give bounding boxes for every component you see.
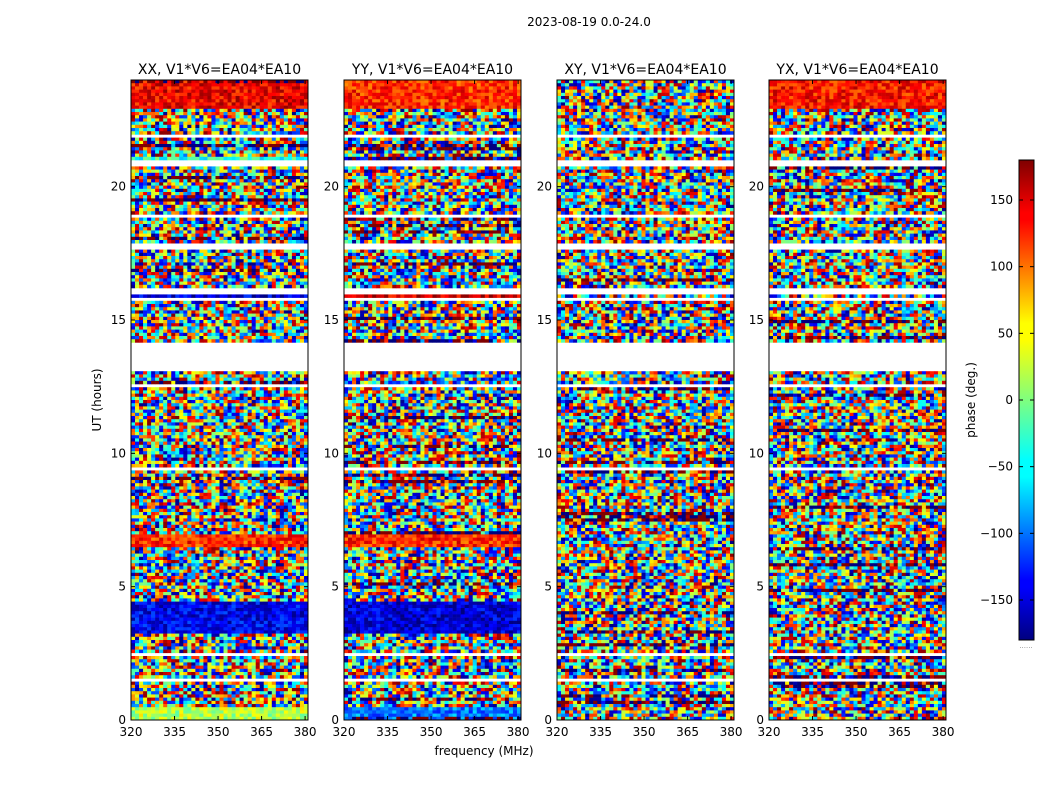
y-tick-label: 0 bbox=[118, 713, 126, 727]
heatmap-cells bbox=[131, 80, 308, 720]
panel-title: XX, V1*V6=EA04*EA10 bbox=[138, 62, 301, 78]
y-tick-label: 15 bbox=[324, 313, 339, 327]
heatmap-panels: XX, V1*V6=EA04*EA10 320 335 350 365 380 0 5 10 15… bbox=[111, 62, 955, 739]
x-tick-label: 350 bbox=[845, 725, 868, 739]
y-tick-label: 5 bbox=[544, 580, 552, 594]
x-tick-label: 365 bbox=[250, 725, 273, 739]
panel-title: YY, V1*V6=EA04*EA10 bbox=[351, 62, 513, 78]
y-tick-label: 15 bbox=[111, 313, 126, 327]
y-tick-label: 5 bbox=[118, 580, 126, 594]
colorbar-tick-label: −100 bbox=[980, 526, 1013, 540]
colorbar-under-label: ...... bbox=[1019, 642, 1032, 650]
colorbar-label: phase (deg.) bbox=[964, 362, 978, 438]
colorbar-tick-label: 150 bbox=[990, 193, 1013, 207]
x-axis-label: frequency (MHz) bbox=[434, 744, 533, 758]
y-tick-label: 0 bbox=[544, 713, 552, 727]
y-tick-label: 5 bbox=[756, 580, 764, 594]
y-tick-label: 15 bbox=[749, 313, 764, 327]
panel-title: YX, V1*V6=EA04*EA10 bbox=[775, 62, 938, 78]
x-tick-label: 365 bbox=[888, 725, 911, 739]
colorbar-tick-label: 50 bbox=[998, 326, 1013, 340]
panel-xy: XY, V1*V6=EA04*EA10 320 335 350 365 380 0 5 10 15… bbox=[537, 62, 743, 739]
colorbar-tick-label: −50 bbox=[988, 460, 1013, 474]
colorbar-tick-label: 0 bbox=[1005, 393, 1013, 407]
heatmap-cells bbox=[557, 80, 734, 720]
x-tick-label: 350 bbox=[207, 725, 230, 739]
panel-yx: YX, V1*V6=EA04*EA10 320 335 350 365 380 0 5 10 15… bbox=[749, 62, 955, 739]
y-tick-label: 20 bbox=[537, 180, 552, 194]
x-tick-label: 335 bbox=[801, 725, 824, 739]
y-tick-label: 10 bbox=[324, 446, 339, 460]
x-tick-label: 335 bbox=[589, 725, 612, 739]
heatmap-cells bbox=[769, 80, 946, 720]
y-tick-label: 10 bbox=[111, 446, 126, 460]
panel-xx: XX, V1*V6=EA04*EA10 320 335 350 365 380 0 5 10 15… bbox=[111, 62, 317, 739]
y-tick-label: 10 bbox=[537, 446, 552, 460]
y-tick-label: 20 bbox=[749, 180, 764, 194]
x-tick-label: 365 bbox=[676, 725, 699, 739]
colorbar-tick-label: −150 bbox=[980, 593, 1013, 607]
figure-suptitle: 2023-08-19 0.0-24.0 bbox=[527, 15, 651, 29]
x-tick-label: 320 bbox=[333, 725, 356, 739]
figure: 2023-08-19 0.0-24.0 XX, V1*V6=EA04*EA10 3… bbox=[0, 0, 1050, 800]
x-tick-label: 380 bbox=[294, 725, 317, 739]
x-tick-label: 335 bbox=[163, 725, 186, 739]
panel-yy: YY, V1*V6=EA04*EA10 320 335 350 365 380 0 5 10 15… bbox=[324, 62, 530, 739]
colorbar: 150 100 50 0 −50 −100 −150 phase (deg.) ...... bbox=[964, 160, 1034, 650]
x-tick-label: 335 bbox=[376, 725, 399, 739]
y-tick-label: 20 bbox=[324, 180, 339, 194]
y-tick-label: 5 bbox=[331, 580, 339, 594]
x-tick-label: 320 bbox=[546, 725, 569, 739]
y-tick-label: 0 bbox=[756, 713, 764, 727]
x-tick-label: 350 bbox=[420, 725, 443, 739]
colorbar-tick-label: 100 bbox=[990, 260, 1013, 274]
y-tick-label: 20 bbox=[111, 180, 126, 194]
x-tick-label: 320 bbox=[120, 725, 143, 739]
y-tick-label: 0 bbox=[331, 713, 339, 727]
y-tick-label: 15 bbox=[537, 313, 552, 327]
x-tick-label: 380 bbox=[720, 725, 743, 739]
y-axis-label: UT (hours) bbox=[90, 368, 104, 431]
x-tick-label: 380 bbox=[507, 725, 530, 739]
x-tick-label: 320 bbox=[758, 725, 781, 739]
y-tick-label: 10 bbox=[749, 446, 764, 460]
x-tick-label: 380 bbox=[932, 725, 955, 739]
heatmap-cells bbox=[344, 80, 521, 720]
x-tick-label: 365 bbox=[463, 725, 486, 739]
panel-title: XY, V1*V6=EA04*EA10 bbox=[564, 62, 726, 78]
x-tick-label: 350 bbox=[633, 725, 656, 739]
